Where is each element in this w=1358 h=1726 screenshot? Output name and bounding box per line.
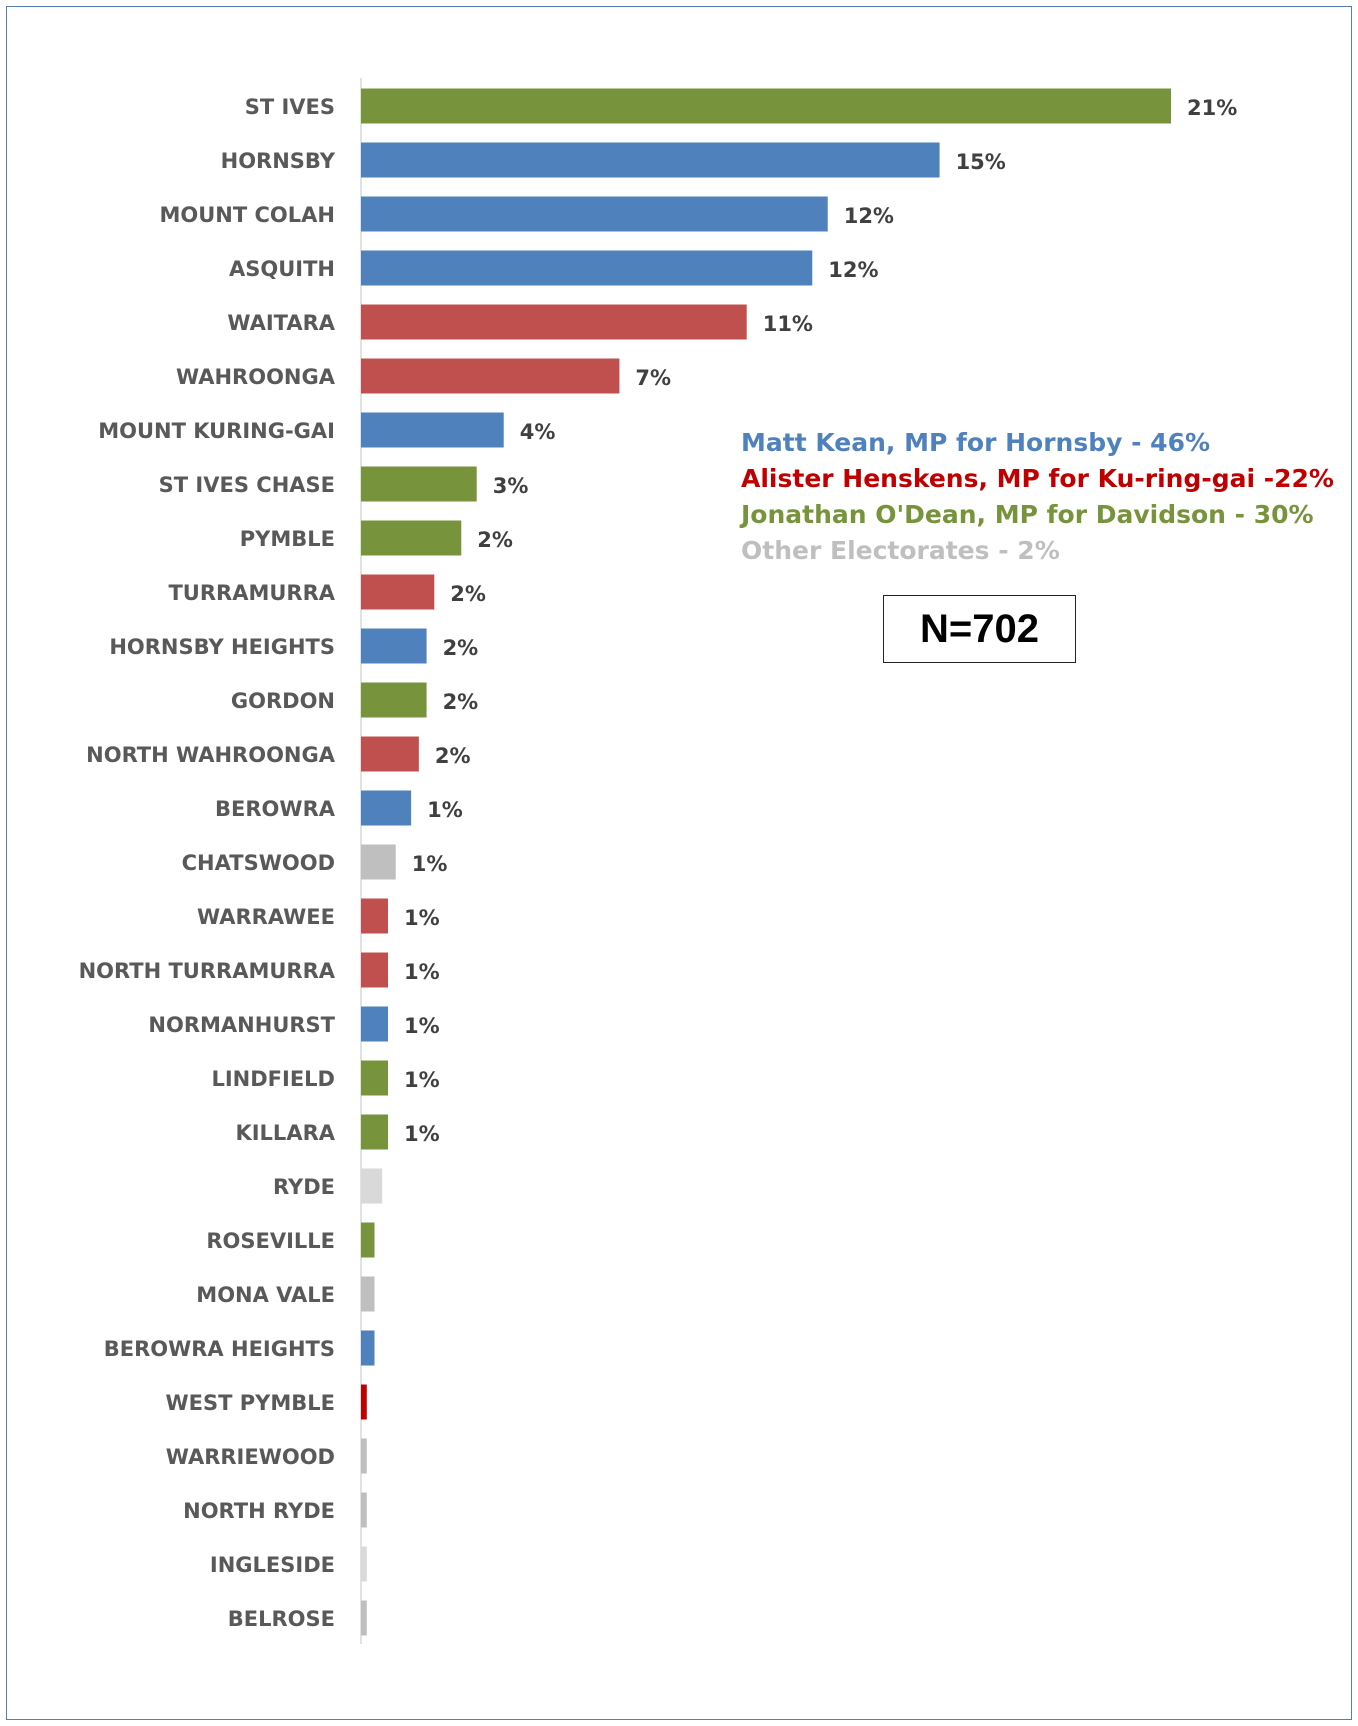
legend-entry-henskens: Alister Henskens, MP for Ku-ring-gai -22… <box>741 464 1334 493</box>
data-label: 3% <box>493 474 529 498</box>
bar <box>361 1006 388 1042</box>
bar <box>361 250 813 286</box>
bar <box>361 412 504 448</box>
bar <box>361 1168 383 1204</box>
bar <box>361 88 1171 124</box>
bar <box>361 898 388 934</box>
legend: Matt Kean, MP for Hornsby - 46% Alister … <box>741 425 1334 569</box>
bar <box>361 1114 388 1150</box>
bar <box>361 682 427 718</box>
bar <box>361 520 462 556</box>
category-label: ASQUITH <box>229 257 335 281</box>
category-label: GORDON <box>231 689 335 713</box>
data-label: 1% <box>412 852 448 876</box>
category-label: KILLARA <box>235 1121 335 1145</box>
bar <box>361 574 435 610</box>
data-label: 2% <box>450 582 486 606</box>
chart-frame <box>6 6 1352 1720</box>
bar <box>361 952 388 988</box>
data-label: 2% <box>443 690 479 714</box>
category-label: MOUNT COLAH <box>160 203 336 227</box>
sample-size-box: N=702 <box>883 595 1076 663</box>
category-label: NORMANHURST <box>148 1013 335 1037</box>
bar <box>361 1438 367 1474</box>
data-label: 12% <box>844 204 894 228</box>
category-label: HORNSBY <box>221 149 336 173</box>
category-label: NORTH RYDE <box>183 1499 335 1523</box>
legend-entry-odean: Jonathan O'Dean, MP for Davidson - 30% <box>741 500 1314 529</box>
category-label: LINDFIELD <box>211 1067 335 1091</box>
bar <box>361 1222 375 1258</box>
category-label: ROSEVILLE <box>206 1229 335 1253</box>
bar <box>361 1276 375 1312</box>
data-label: 1% <box>404 960 440 984</box>
category-label: HORNSBY HEIGHTS <box>109 635 335 659</box>
data-label: 1% <box>427 798 463 822</box>
data-label: 1% <box>404 1068 440 1092</box>
bar <box>361 1384 367 1420</box>
data-label: 2% <box>435 744 471 768</box>
data-label: 7% <box>635 366 671 390</box>
data-label: 1% <box>404 1122 440 1146</box>
category-label: NORTH TURRAMURRA <box>79 959 336 983</box>
bar <box>361 196 828 232</box>
bar <box>361 1330 375 1366</box>
legend-entry-other: Other Electorates - 2% <box>741 536 1060 565</box>
category-label: ST IVES CHASE <box>159 473 335 497</box>
category-label: PYMBLE <box>240 527 335 551</box>
data-label: 1% <box>404 906 440 930</box>
bar <box>361 304 747 340</box>
bar <box>361 142 940 178</box>
category-label: WAHROONGA <box>176 365 336 389</box>
sample-size-label: N=702 <box>920 606 1039 651</box>
bar <box>361 1492 367 1528</box>
category-label: MONA VALE <box>196 1283 335 1307</box>
category-label: CHATSWOOD <box>182 851 335 875</box>
bar <box>361 1546 367 1582</box>
category-label: WAITARA <box>227 311 335 335</box>
category-label: TURRAMURRA <box>168 581 335 605</box>
category-label: WARRIEWOOD <box>166 1445 335 1469</box>
data-label: 4% <box>520 420 556 444</box>
bar <box>361 358 620 394</box>
bar <box>361 1060 388 1096</box>
category-label: BEROWRA HEIGHTS <box>104 1337 335 1361</box>
data-label: 15% <box>956 150 1006 174</box>
category-label: BELROSE <box>228 1607 335 1631</box>
category-label: BEROWRA <box>215 797 336 821</box>
bar <box>361 628 427 664</box>
category-label: INGLESIDE <box>210 1553 335 1577</box>
bar <box>361 736 419 772</box>
category-label: NORTH WAHROONGA <box>86 743 336 767</box>
category-label: ST IVES <box>245 95 335 119</box>
data-label: 1% <box>404 1014 440 1038</box>
category-label: WARRAWEE <box>197 905 335 929</box>
data-label: 2% <box>477 528 513 552</box>
bar <box>361 466 477 502</box>
data-label: 2% <box>443 636 479 660</box>
category-label: RYDE <box>273 1175 335 1199</box>
legend-entry-kean: Matt Kean, MP for Hornsby - 46% <box>741 428 1211 457</box>
data-label: 21% <box>1187 96 1237 120</box>
bar <box>361 790 412 826</box>
category-label: MOUNT KURING-GAI <box>98 419 335 443</box>
bar <box>361 844 396 880</box>
data-label: 12% <box>828 258 878 282</box>
category-label: WEST PYMBLE <box>166 1391 336 1415</box>
bar <box>361 1600 367 1636</box>
data-label: 11% <box>763 312 813 336</box>
